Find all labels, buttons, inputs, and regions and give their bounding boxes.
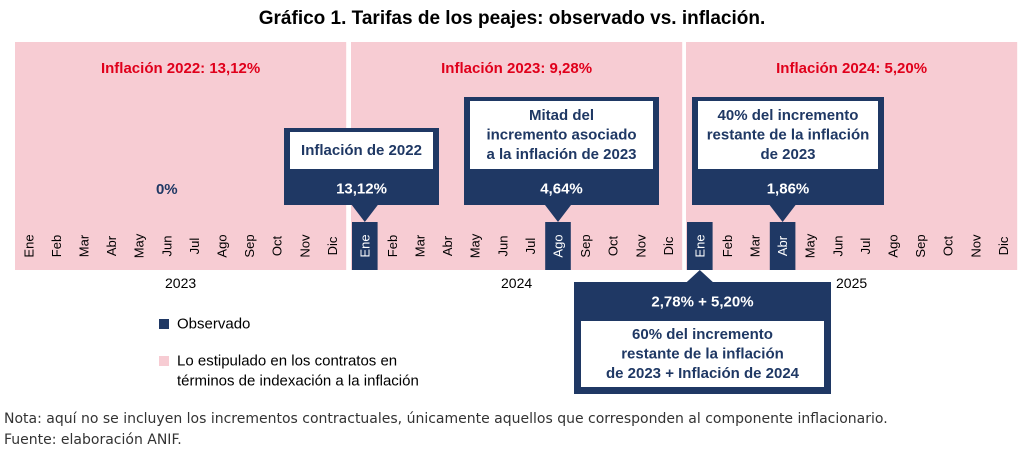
callout-text-box — [470, 101, 653, 169]
month-label-2024-Abr: Abr — [440, 235, 455, 256]
month-label-2023-Nov: Nov — [297, 234, 312, 258]
month-label-2023-Dic: Dic — [325, 236, 340, 255]
callout-text-box — [698, 101, 878, 169]
month-label-2025-Feb: Feb — [720, 235, 735, 257]
callout-title-line: de 2023 + Inflación de 2024 — [606, 365, 800, 382]
month-label-2023-Feb: Feb — [49, 235, 64, 257]
callout-title-line: 60% del incremento — [632, 326, 773, 343]
observed-bar-2025-Ene — [687, 222, 713, 270]
callout-title-line: Mitad del — [529, 107, 594, 124]
callout-title-line: 40% del incremento — [718, 107, 859, 124]
month-label-2023-Abr: Abr — [104, 235, 119, 256]
year-label-2024: 2024 — [501, 275, 532, 291]
annotation-value: 0% — [156, 181, 178, 198]
month-label-2023-Jun: Jun — [159, 236, 174, 257]
legend-swatch — [159, 356, 169, 366]
month-label-2024-Ene: Ene — [357, 234, 372, 257]
callout-title-line: a la inflación de 2023 — [486, 146, 636, 163]
callout-title-line: de 2023 — [760, 146, 815, 163]
month-label-2024-Feb: Feb — [385, 235, 400, 257]
inflation-label-2025: Inflación 2024: 5,20% — [776, 60, 927, 77]
callout-title-line: Inflación de 2022 — [301, 142, 422, 159]
month-label-2023-Ago: Ago — [215, 234, 230, 257]
year-label-2025: 2025 — [836, 275, 867, 291]
month-label-2024-Jun: Jun — [495, 236, 510, 257]
month-label-2024-Nov: Nov — [633, 234, 648, 258]
legend-swatch — [159, 319, 169, 329]
month-label-2025-Sep: Sep — [913, 234, 928, 257]
callout-title-line: restante de la inflación — [621, 346, 784, 363]
callout-text-box — [290, 132, 433, 169]
month-label-2025-Nov: Nov — [968, 234, 983, 258]
observed-bar-2024-Ene — [352, 222, 378, 270]
month-label-2024-Ago: Ago — [551, 234, 566, 257]
annotation-2024-Ago: Mitad del incremento asociado a la inflaci… — [464, 97, 659, 222]
legend-item-1: Lo estipulado en los contratos en término… — [159, 353, 419, 390]
month-label-2024-Dic: Dic — [661, 236, 676, 255]
annotation-2023-Jun: 0% — [156, 181, 178, 198]
legend-label-line: Observado — [177, 316, 250, 333]
legend-label-line: términos de indexación a la inflación — [177, 373, 419, 390]
source-text: Fuente: elaboración ANIF. — [4, 432, 182, 448]
toll-rates-chart: Gráfico 1. Tarifas de los peajes: observ… — [15, 8, 1018, 394]
annotation-2024-Ene: Inflación de 2022 13,12% — [284, 128, 439, 222]
month-label-2025-Mar: Mar — [748, 234, 763, 257]
callout-value: 13,12% — [336, 181, 387, 198]
legend-label-line: Lo estipulado en los contratos en — [177, 353, 397, 370]
callout-value: 1,86% — [767, 181, 810, 198]
callout-value: 4,64% — [540, 181, 583, 198]
annotation-2025-Ene: 2,78% + 5,20% 60% del incremento restante … — [574, 270, 831, 394]
month-label-2023-Mar: Mar — [77, 234, 92, 257]
annotation-2025-Abr: 40% del incremento restante de la inflaci… — [692, 97, 884, 222]
callout-title-line: incremento asociado — [486, 127, 636, 144]
month-label-2025-May: May — [803, 233, 818, 258]
month-label-2023-Ene: Ene — [21, 234, 36, 257]
month-label-2024-Sep: Sep — [578, 234, 593, 257]
inflation-label-2024: Inflación 2023: 9,28% — [441, 60, 592, 77]
month-label-2025-Jul: Jul — [858, 238, 873, 255]
month-label-2024-Oct: Oct — [606, 236, 621, 257]
month-label-2024-Jul: Jul — [523, 238, 538, 255]
callout-value: 2,78% + 5,20% — [651, 294, 753, 311]
legend-item-0: Observado — [159, 316, 250, 333]
month-label-2023-Oct: Oct — [270, 236, 285, 257]
month-label-2024-May: May — [468, 233, 483, 258]
month-label-2023-Jul: Jul — [187, 238, 202, 255]
chart-title: Gráfico 1. Tarifas de los peajes: observ… — [259, 8, 766, 29]
note-text: Nota: aquí no se incluyen los incremento… — [4, 411, 888, 427]
month-label-2023-May: May — [132, 233, 147, 258]
month-label-2025-Ago: Ago — [886, 234, 901, 257]
inflation-label-2023: Inflación 2022: 13,12% — [101, 60, 260, 77]
month-label-2025-Dic: Dic — [996, 236, 1011, 255]
month-label-2023-Sep: Sep — [242, 234, 257, 257]
year-label-2023: 2023 — [165, 275, 196, 291]
callout-text-box — [581, 321, 824, 387]
month-label-2025-Ene: Ene — [692, 234, 707, 257]
observed-bar-2025-Abr — [769, 222, 796, 270]
callout-title-line: restante de la inflación — [707, 127, 870, 144]
month-label-2025-Abr: Abr — [775, 235, 790, 256]
month-label-2024-Mar: Mar — [413, 234, 428, 257]
observed-bar-2024-Ago — [545, 222, 571, 270]
month-label-2025-Oct: Oct — [941, 236, 956, 257]
month-label-2025-Jun: Jun — [830, 236, 845, 257]
